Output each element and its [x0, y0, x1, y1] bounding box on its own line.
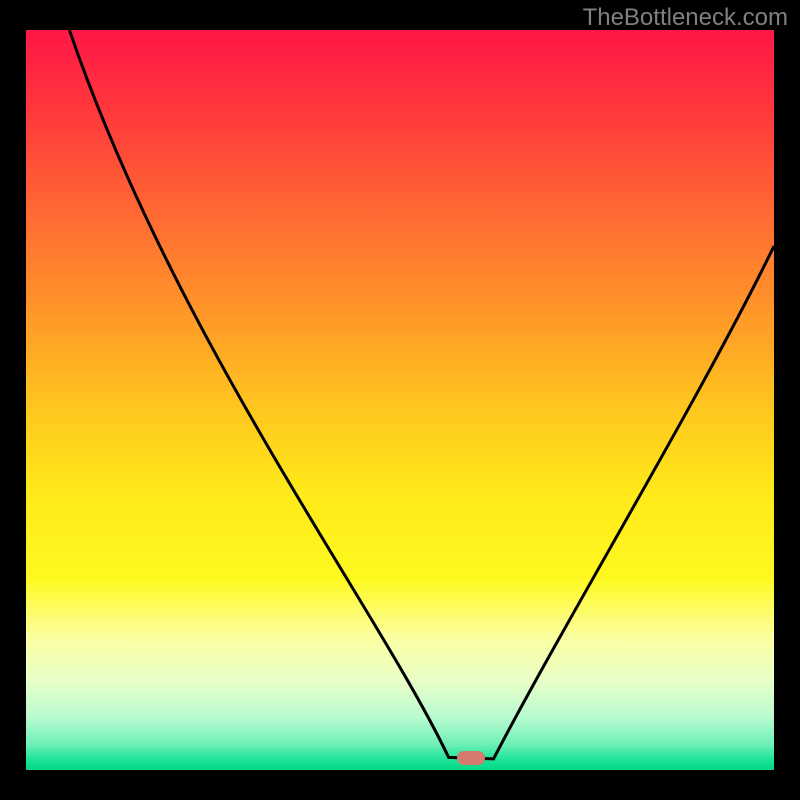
- optimal-point-marker: [457, 751, 485, 765]
- watermark-text: TheBottleneck.com: [583, 4, 788, 32]
- bottleneck-curve: [26, 30, 774, 770]
- bottleneck-chart: [26, 30, 774, 770]
- curve-path: [69, 30, 774, 759]
